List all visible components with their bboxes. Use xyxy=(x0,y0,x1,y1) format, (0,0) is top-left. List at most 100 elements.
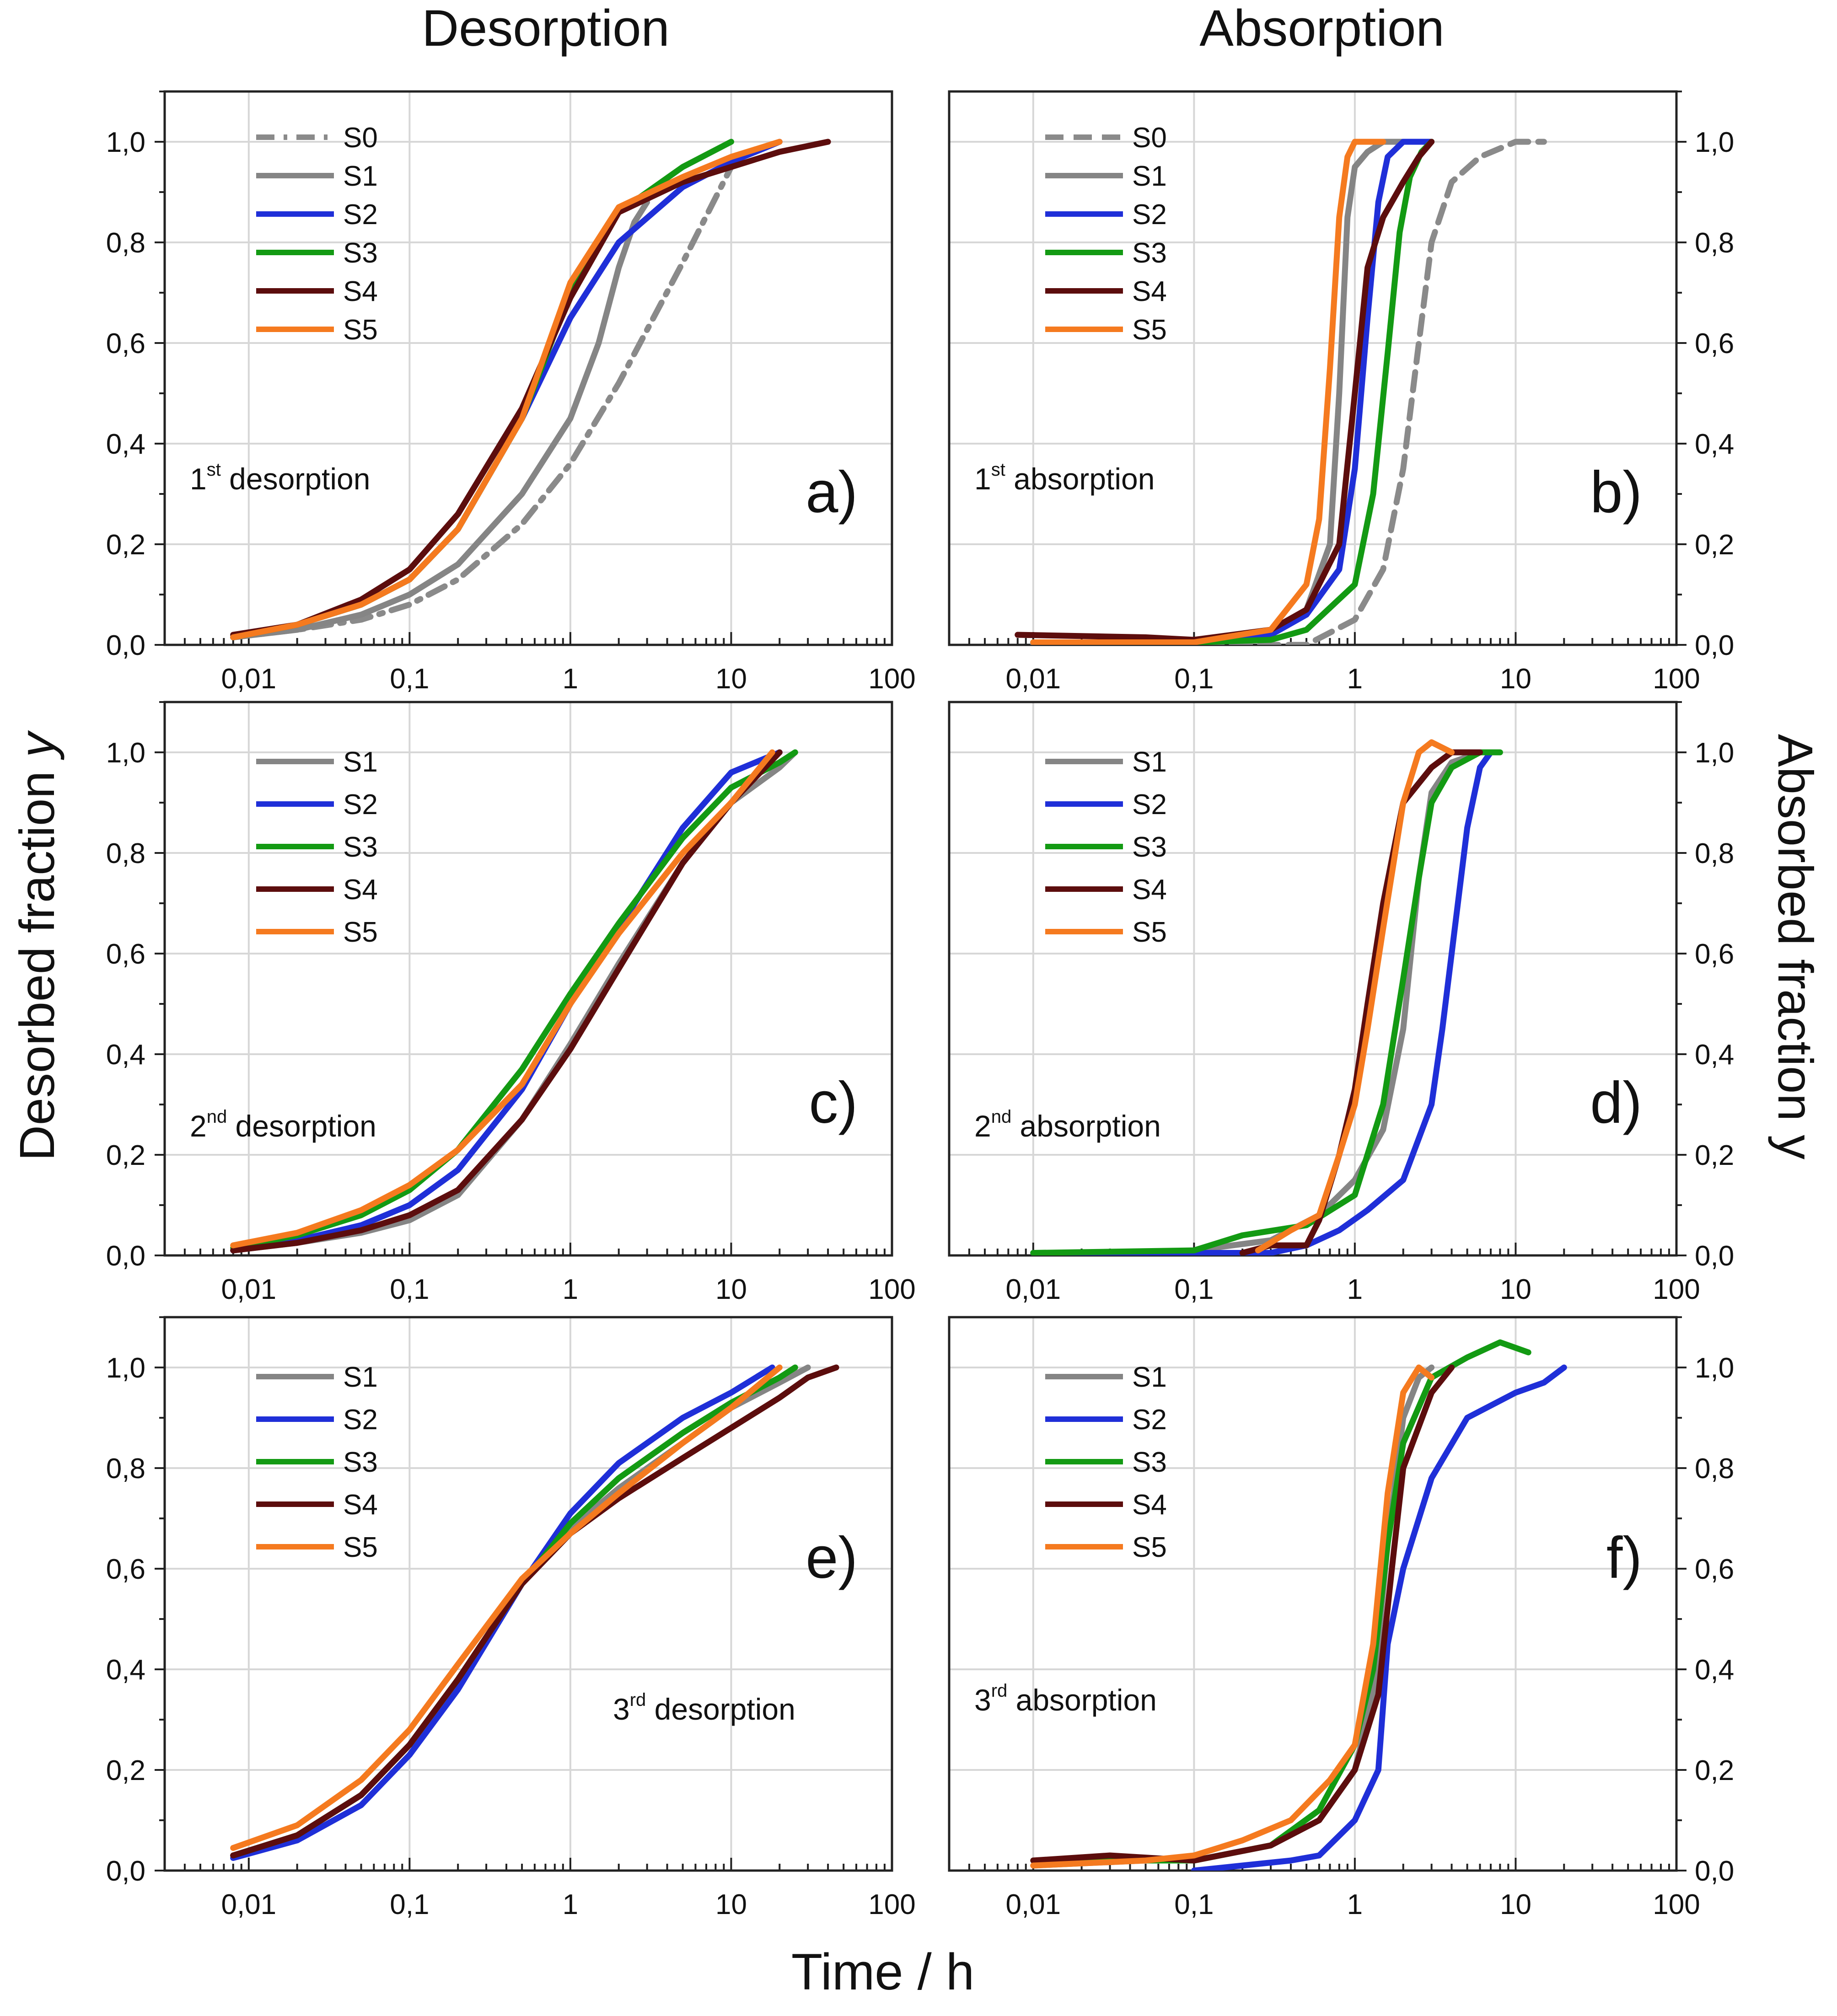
panel-b: 0,01 0,1 1 10 1000,00,20,40,60,81,0S0S1S2S3S… xyxy=(948,90,1734,695)
y-tick-label: 0,0 xyxy=(1695,630,1734,661)
y-tick-label: 0,2 xyxy=(1695,1140,1734,1171)
x-tick-label: 0,1 xyxy=(1174,1889,1214,1920)
series-group xyxy=(230,139,831,640)
series-group xyxy=(1030,739,1503,1255)
series-line-s2 xyxy=(1030,139,1435,645)
panel-annotation: 2nd absorption xyxy=(974,1107,1161,1143)
y-tick-label: 0,8 xyxy=(1695,227,1734,259)
series-group xyxy=(230,1364,839,1861)
annotation-text: absorption xyxy=(1011,1109,1161,1143)
x-tick-label: 10 xyxy=(1500,663,1531,695)
y-tick-label: 0,6 xyxy=(106,328,145,359)
series-group xyxy=(1030,1339,1567,1871)
legend-label-s5: S5 xyxy=(1132,1532,1167,1563)
y-tick-label: 0,8 xyxy=(106,227,145,259)
x-tick-label: 10 xyxy=(715,663,747,695)
series-line-s5 xyxy=(1255,739,1455,1254)
y-tick-label: 0,6 xyxy=(106,1554,145,1585)
x-tick-label: 10 xyxy=(715,1274,747,1305)
series-line-s5 xyxy=(230,749,775,1249)
plot-frame xyxy=(163,1316,893,1872)
legend-label-s5: S5 xyxy=(343,1532,378,1563)
x-tick-label: 1 xyxy=(1347,663,1363,695)
y-tick-label: 0,6 xyxy=(1695,938,1734,970)
series-line-s2 xyxy=(1191,1364,1567,1871)
annotation-text: desorption xyxy=(221,462,371,496)
legend-label-s2: S2 xyxy=(1132,199,1167,231)
y-tick-label: 0,4 xyxy=(106,1654,145,1686)
annotation-number: 2 xyxy=(974,1109,991,1143)
x-tick-label: 0,1 xyxy=(1174,663,1214,695)
series-line-s4 xyxy=(230,749,783,1254)
panel-annotation: 3rd desorption xyxy=(613,1690,795,1726)
x-tick-label: 0,01 xyxy=(1005,1274,1061,1305)
annotation-suffix: nd xyxy=(207,1107,227,1127)
plot-frame xyxy=(948,90,1678,646)
panel-label: c) xyxy=(809,1070,858,1136)
legend-label-s3: S3 xyxy=(343,1447,378,1478)
x-tick-label: 1 xyxy=(563,1889,578,1920)
legend-label-s5: S5 xyxy=(1132,314,1167,346)
panel-annotation: 1st desorption xyxy=(190,460,370,496)
legend-label-s3: S3 xyxy=(343,237,378,269)
annotation-number: 3 xyxy=(613,1692,630,1726)
x-tick-label: 10 xyxy=(715,1889,747,1920)
plot-frame xyxy=(948,701,1678,1257)
y-tick-label: 0,2 xyxy=(106,529,145,561)
series-line-s5 xyxy=(1030,139,1386,645)
y-tick-label: 0,6 xyxy=(1695,1554,1734,1585)
annotation-number: 3 xyxy=(974,1683,991,1717)
legend-label-s3: S3 xyxy=(1132,831,1167,863)
legend-label-s0: S0 xyxy=(1132,122,1167,154)
x-tick-label: 1 xyxy=(563,663,578,695)
series-line-s5 xyxy=(230,1364,783,1851)
legend-label-s4: S4 xyxy=(343,874,378,906)
legend-label-s2: S2 xyxy=(343,1404,378,1436)
y-tick-label: 0,0 xyxy=(106,1855,145,1887)
series-line-s2 xyxy=(1030,749,1494,1255)
y-tick-label: 0,6 xyxy=(1695,328,1734,359)
x-tick-label: 0,01 xyxy=(1005,663,1061,695)
legend-label-s5: S5 xyxy=(343,917,378,948)
x-tick-label: 0,01 xyxy=(1005,1889,1061,1920)
y-tick-label: 0,0 xyxy=(1695,1855,1734,1887)
panel-label: d) xyxy=(1590,1070,1642,1136)
legend-label-s4: S4 xyxy=(1132,276,1167,307)
panel-d: 0,01 0,1 1 10 1000,00,20,40,60,81,0S1S2S3S4S… xyxy=(948,701,1734,1305)
legend-label-s1: S1 xyxy=(343,1362,378,1393)
y-tick-label: 0,4 xyxy=(106,1039,145,1071)
y-tick-label: 1,0 xyxy=(106,1352,145,1384)
y-tick-label: 0,4 xyxy=(1695,1039,1734,1071)
y-tick-label: 1,0 xyxy=(1695,127,1734,158)
y-tick-label: 1,0 xyxy=(106,737,145,769)
x-tick-label: 0,1 xyxy=(390,663,429,695)
legend-label-s5: S5 xyxy=(1132,917,1167,948)
column-title-desorption: Desorption xyxy=(422,0,670,57)
panel-annotation: 1st absorption xyxy=(974,460,1155,496)
y-tick-label: 0,6 xyxy=(106,938,145,970)
legend-label-s4: S4 xyxy=(1132,874,1167,906)
x-tick-label: 100 xyxy=(868,1889,915,1920)
legend-label-s2: S2 xyxy=(1132,1404,1167,1436)
y-tick-label: 0,2 xyxy=(1695,1755,1734,1786)
legend-label-s4: S4 xyxy=(343,1489,378,1521)
y-tick-label: 0,2 xyxy=(106,1755,145,1786)
panel-annotation: 3rd absorption xyxy=(974,1681,1157,1717)
series-line-s2 xyxy=(230,749,783,1254)
annotation-number: 1 xyxy=(974,462,991,496)
series-line-s3 xyxy=(1030,749,1503,1255)
x-tick-label: 0,1 xyxy=(1174,1274,1214,1305)
y-tick-label: 0,8 xyxy=(1695,1453,1734,1485)
series-line-s5 xyxy=(230,139,783,640)
legend-label-s1: S1 xyxy=(1132,161,1167,192)
x-tick-label: 0,01 xyxy=(221,1274,276,1305)
panel-label: f) xyxy=(1606,1525,1642,1591)
y-tick-label: 0,8 xyxy=(1695,838,1734,869)
series-line-s1 xyxy=(230,199,650,640)
series-line-s3 xyxy=(230,749,798,1251)
y-tick-label: 0,8 xyxy=(106,1453,145,1485)
annotation-number: 1 xyxy=(190,462,207,496)
plot-frame xyxy=(163,701,893,1257)
